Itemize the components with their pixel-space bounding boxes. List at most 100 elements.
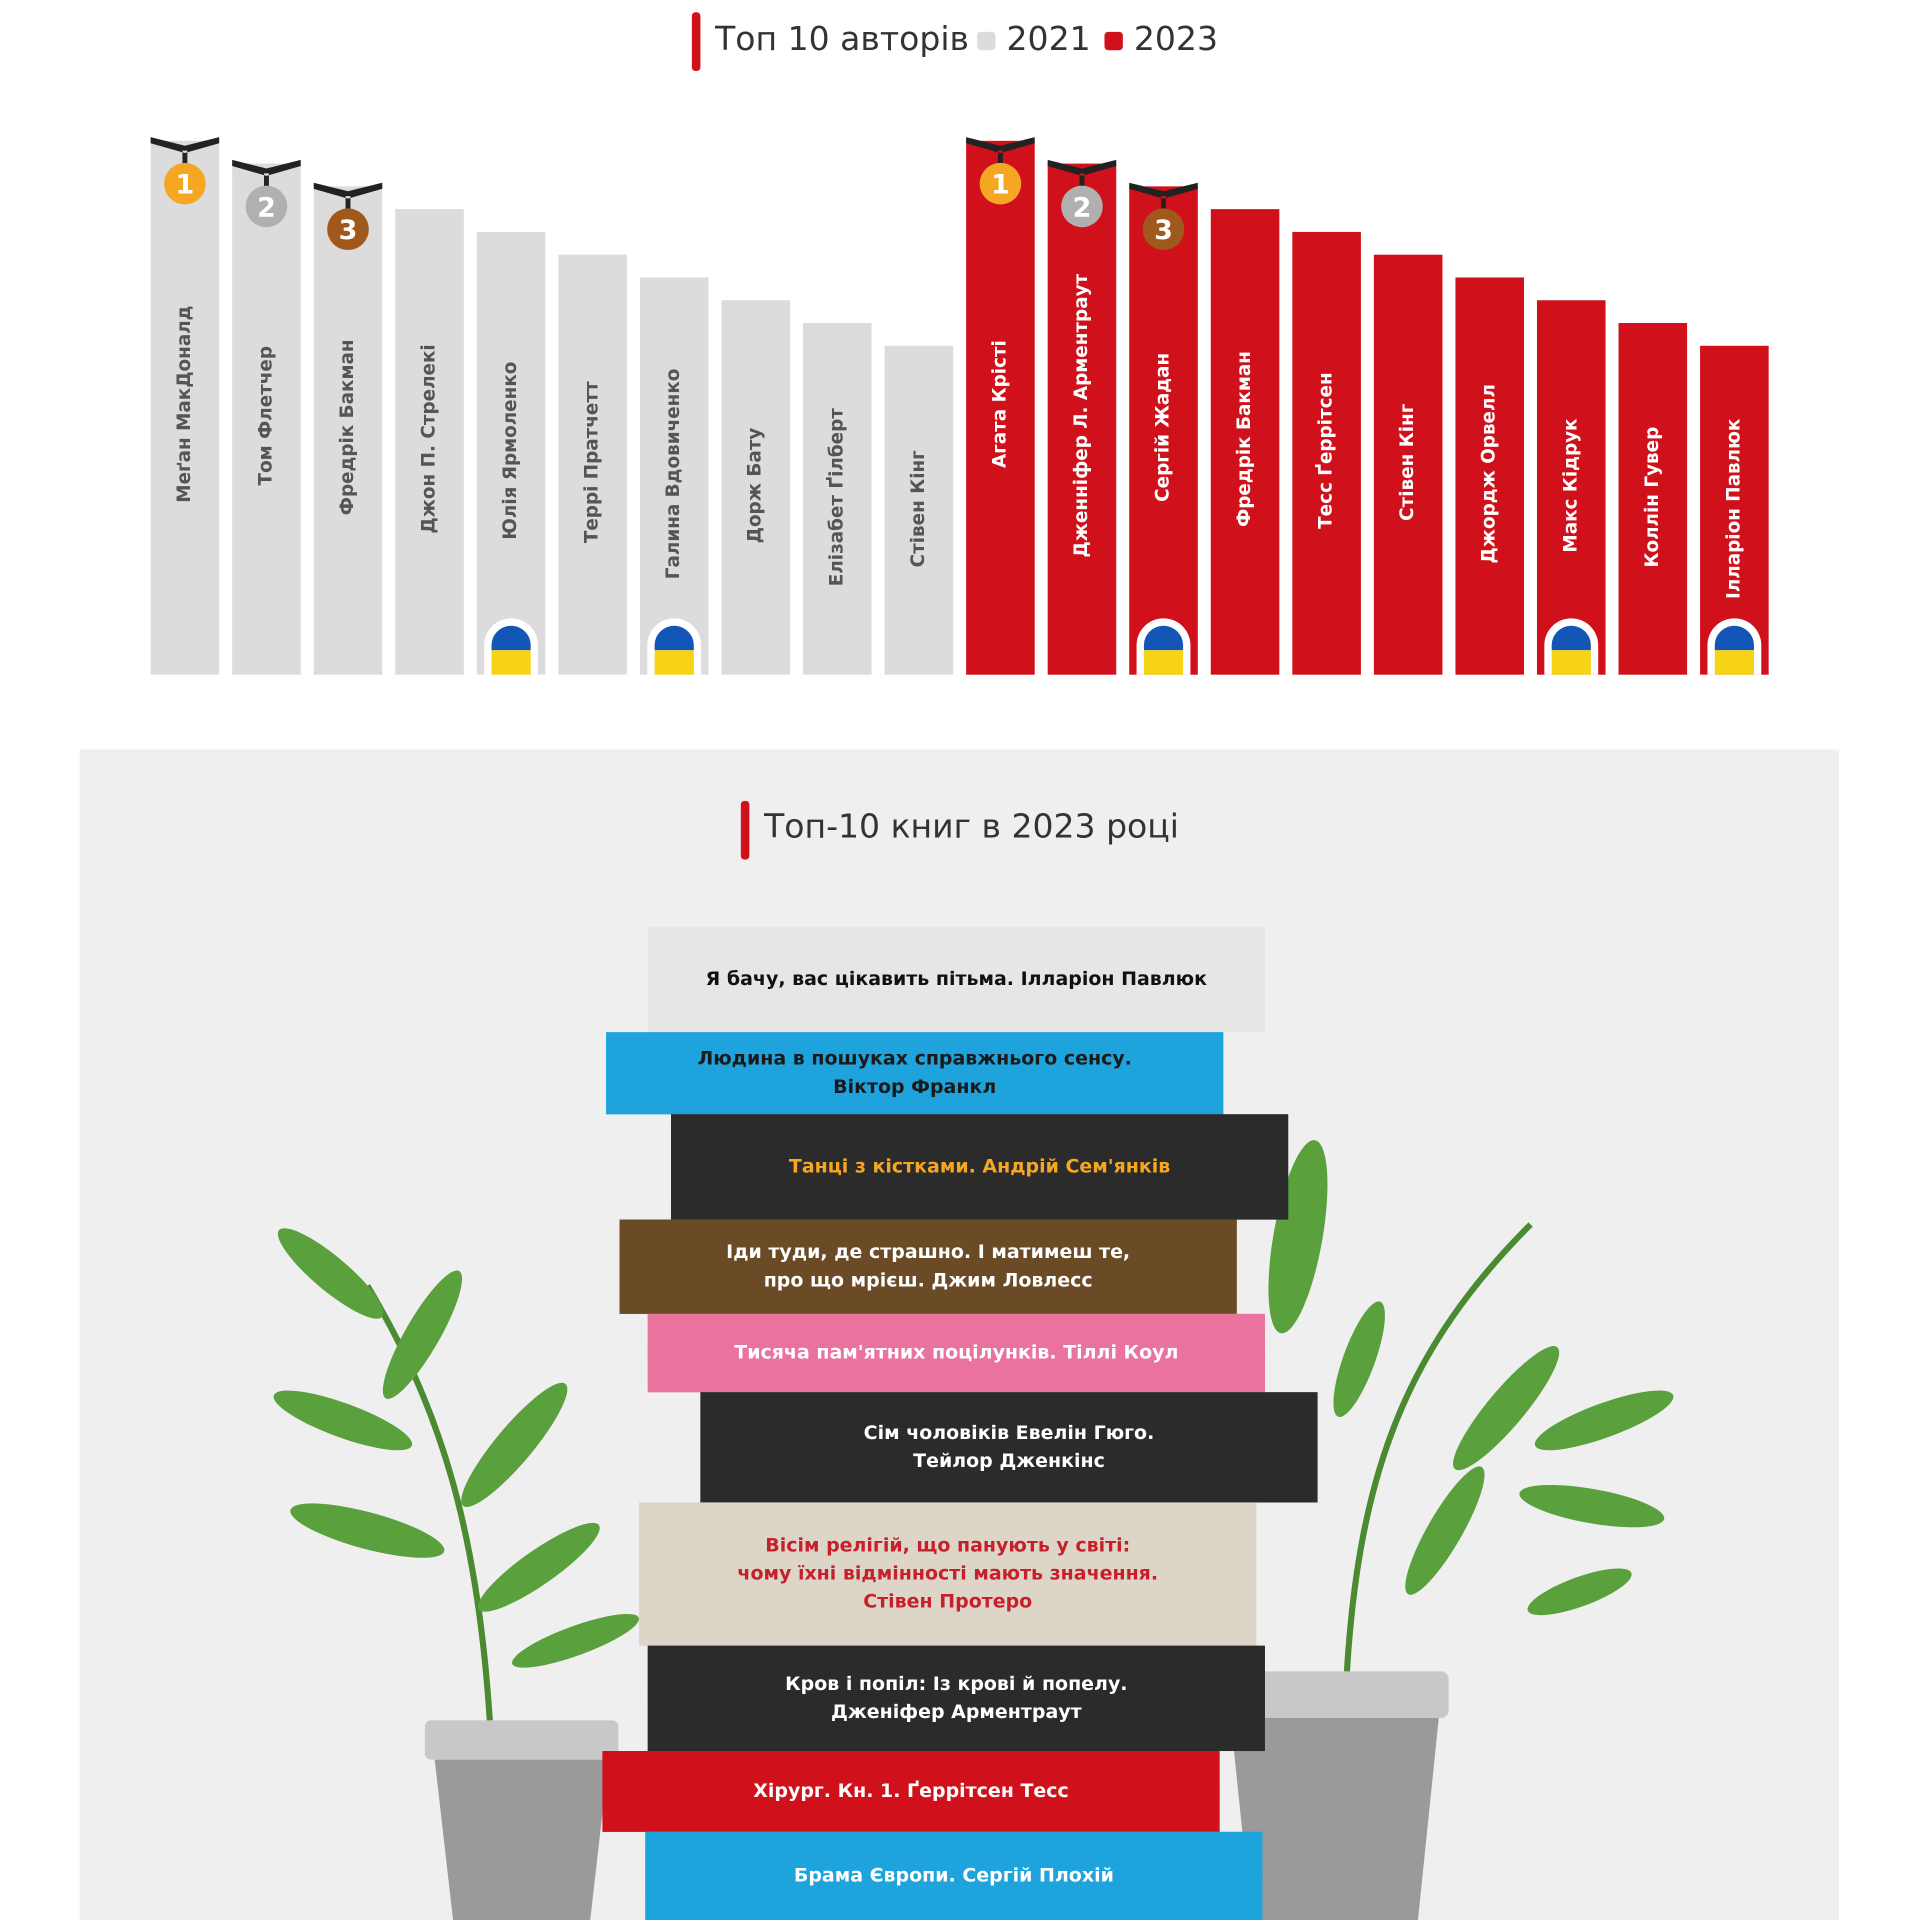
book-title: про що мрієш. Джим Ловлесс (764, 1269, 1093, 1291)
medal-ribbon (232, 159, 301, 189)
book-shade (647, 926, 1265, 1033)
author-name: Джон П. Стрелекі (419, 344, 440, 533)
author-name: Террі Пратчетт (582, 381, 603, 543)
author-name: Ілларіон Павлюк (1723, 418, 1744, 599)
book-title: Брама Європи. Сергій Плохій (794, 1864, 1114, 1886)
author-name: Фредрік Бакман (1234, 351, 1255, 527)
book-title: Дженіфер Арментраут (831, 1701, 1082, 1723)
author-bar (966, 140, 1035, 675)
author-name: Юлія Ярмоленко (500, 362, 521, 540)
legend-label: 2021 (1007, 19, 1091, 58)
author-bar (1292, 231, 1361, 675)
author-name: Джордж Орвелл (1479, 384, 1500, 564)
author-bar (1129, 186, 1198, 675)
legend-label: 2023 (1134, 19, 1218, 58)
book-shade (606, 1032, 1224, 1115)
author-name: Коллін Гувер (1642, 427, 1663, 568)
author-bar (1373, 254, 1443, 675)
author-bar (884, 345, 954, 675)
author-name: Стівен Кінг (1397, 403, 1418, 521)
author-name: Том Флетчер (255, 346, 276, 485)
book-title: Тейлор Дженкінс (913, 1450, 1105, 1472)
medal-number: 1 (176, 170, 195, 201)
ua-flag-yellow (654, 650, 694, 675)
author-bar (1047, 163, 1117, 675)
ua-flag-blue (654, 625, 694, 651)
authors-title: Топ 10 авторів (714, 19, 969, 58)
author-bar (1210, 209, 1280, 675)
title-marker (691, 12, 701, 72)
author-bar (476, 231, 546, 675)
book-shade (700, 1392, 1318, 1503)
author-bar (232, 163, 301, 675)
medal-number: 2 (1073, 192, 1092, 223)
author-name: Стівен Кінг (908, 450, 929, 568)
author-bar (1455, 277, 1524, 675)
ua-flag-yellow (1551, 650, 1591, 675)
author-name: Сергій Жадан (1153, 353, 1174, 502)
author-bar (395, 209, 464, 675)
title-marker (740, 800, 750, 860)
medal (164, 162, 206, 205)
plants (273, 1140, 1674, 1920)
book-title: чому їхні відмінності мають значення. (737, 1563, 1158, 1585)
ua-flag-blue (491, 625, 531, 651)
book-title: Кров і попіл: Із крові й попелу. (785, 1673, 1127, 1695)
book-shade (671, 1114, 1289, 1220)
book-shade (639, 1502, 1257, 1646)
author-name: Фредрік Бакман (337, 339, 358, 515)
book-title: Вісім релігій, що панують у світі: (765, 1534, 1130, 1556)
book-title: Стівен Протеро (863, 1591, 1032, 1613)
legend-swatch (1104, 31, 1123, 51)
book-shade (645, 1831, 1263, 1920)
author-name: Агата Крісті (989, 340, 1010, 468)
author-bar (639, 277, 709, 675)
author-bar (558, 254, 627, 675)
medal-ribbon (1047, 159, 1117, 189)
author-name: Галина Вдовиченко (663, 369, 684, 580)
author-name: Меґан МакДоналд (174, 305, 195, 502)
author-name: Дженніфер Л. Арментраут (1071, 273, 1092, 557)
medal (979, 162, 1022, 205)
medal-number: 2 (257, 192, 276, 223)
medal-number: 3 (1154, 215, 1173, 246)
medal-ribbon (966, 137, 1035, 166)
ua-flag-yellow (1714, 650, 1754, 675)
medal-ribbon (1129, 182, 1198, 211)
book-title: Я бачу, вас цікавить пітьма. Ілларіон Па… (706, 968, 1207, 990)
medal-number: 3 (339, 215, 358, 246)
book-title: Танці з кістками. Андрій Сем'янків (789, 1155, 1170, 1177)
medal (1142, 208, 1185, 251)
author-bar (1618, 323, 1688, 675)
book-title: Сім чоловіків Евелін Гюго. (864, 1422, 1155, 1444)
author-name: Макс Кідрук (1560, 418, 1581, 553)
book-title: Іди туди, де страшно. І матимеш те, (726, 1241, 1130, 1263)
medal (327, 208, 369, 251)
author-bar (150, 140, 220, 675)
author-bar (1536, 300, 1606, 675)
medal-ribbon (313, 182, 383, 211)
medal-ribbon (150, 137, 220, 166)
book-shade (619, 1219, 1237, 1314)
book-shade (602, 1751, 1220, 1832)
author-name: Елізабет Ґілберт (826, 408, 847, 586)
medal (1061, 185, 1103, 228)
ua-flag-yellow (491, 650, 531, 675)
ua-flag-blue (1551, 625, 1591, 651)
book-title: Хірург. Кн. 1. Ґеррітсен Тесс (753, 1779, 1069, 1802)
author-name: Дорж Бату (745, 428, 766, 544)
book-title: Віктор Франкл (833, 1076, 996, 1098)
book-title: Людина в пошуках справжнього сенсу. (697, 1048, 1131, 1070)
author-bar (803, 323, 872, 675)
author-name: Тесс Ґеррітсен (1316, 372, 1337, 529)
medal (245, 185, 288, 228)
books-title: Топ-10 книг в 2023 році (763, 806, 1179, 845)
book-shade (647, 1313, 1265, 1393)
legend-swatch (977, 31, 996, 51)
book-shade (647, 1645, 1265, 1752)
author-bar (721, 300, 791, 675)
ua-flag-blue (1714, 625, 1754, 651)
medal-number: 1 (991, 170, 1010, 201)
